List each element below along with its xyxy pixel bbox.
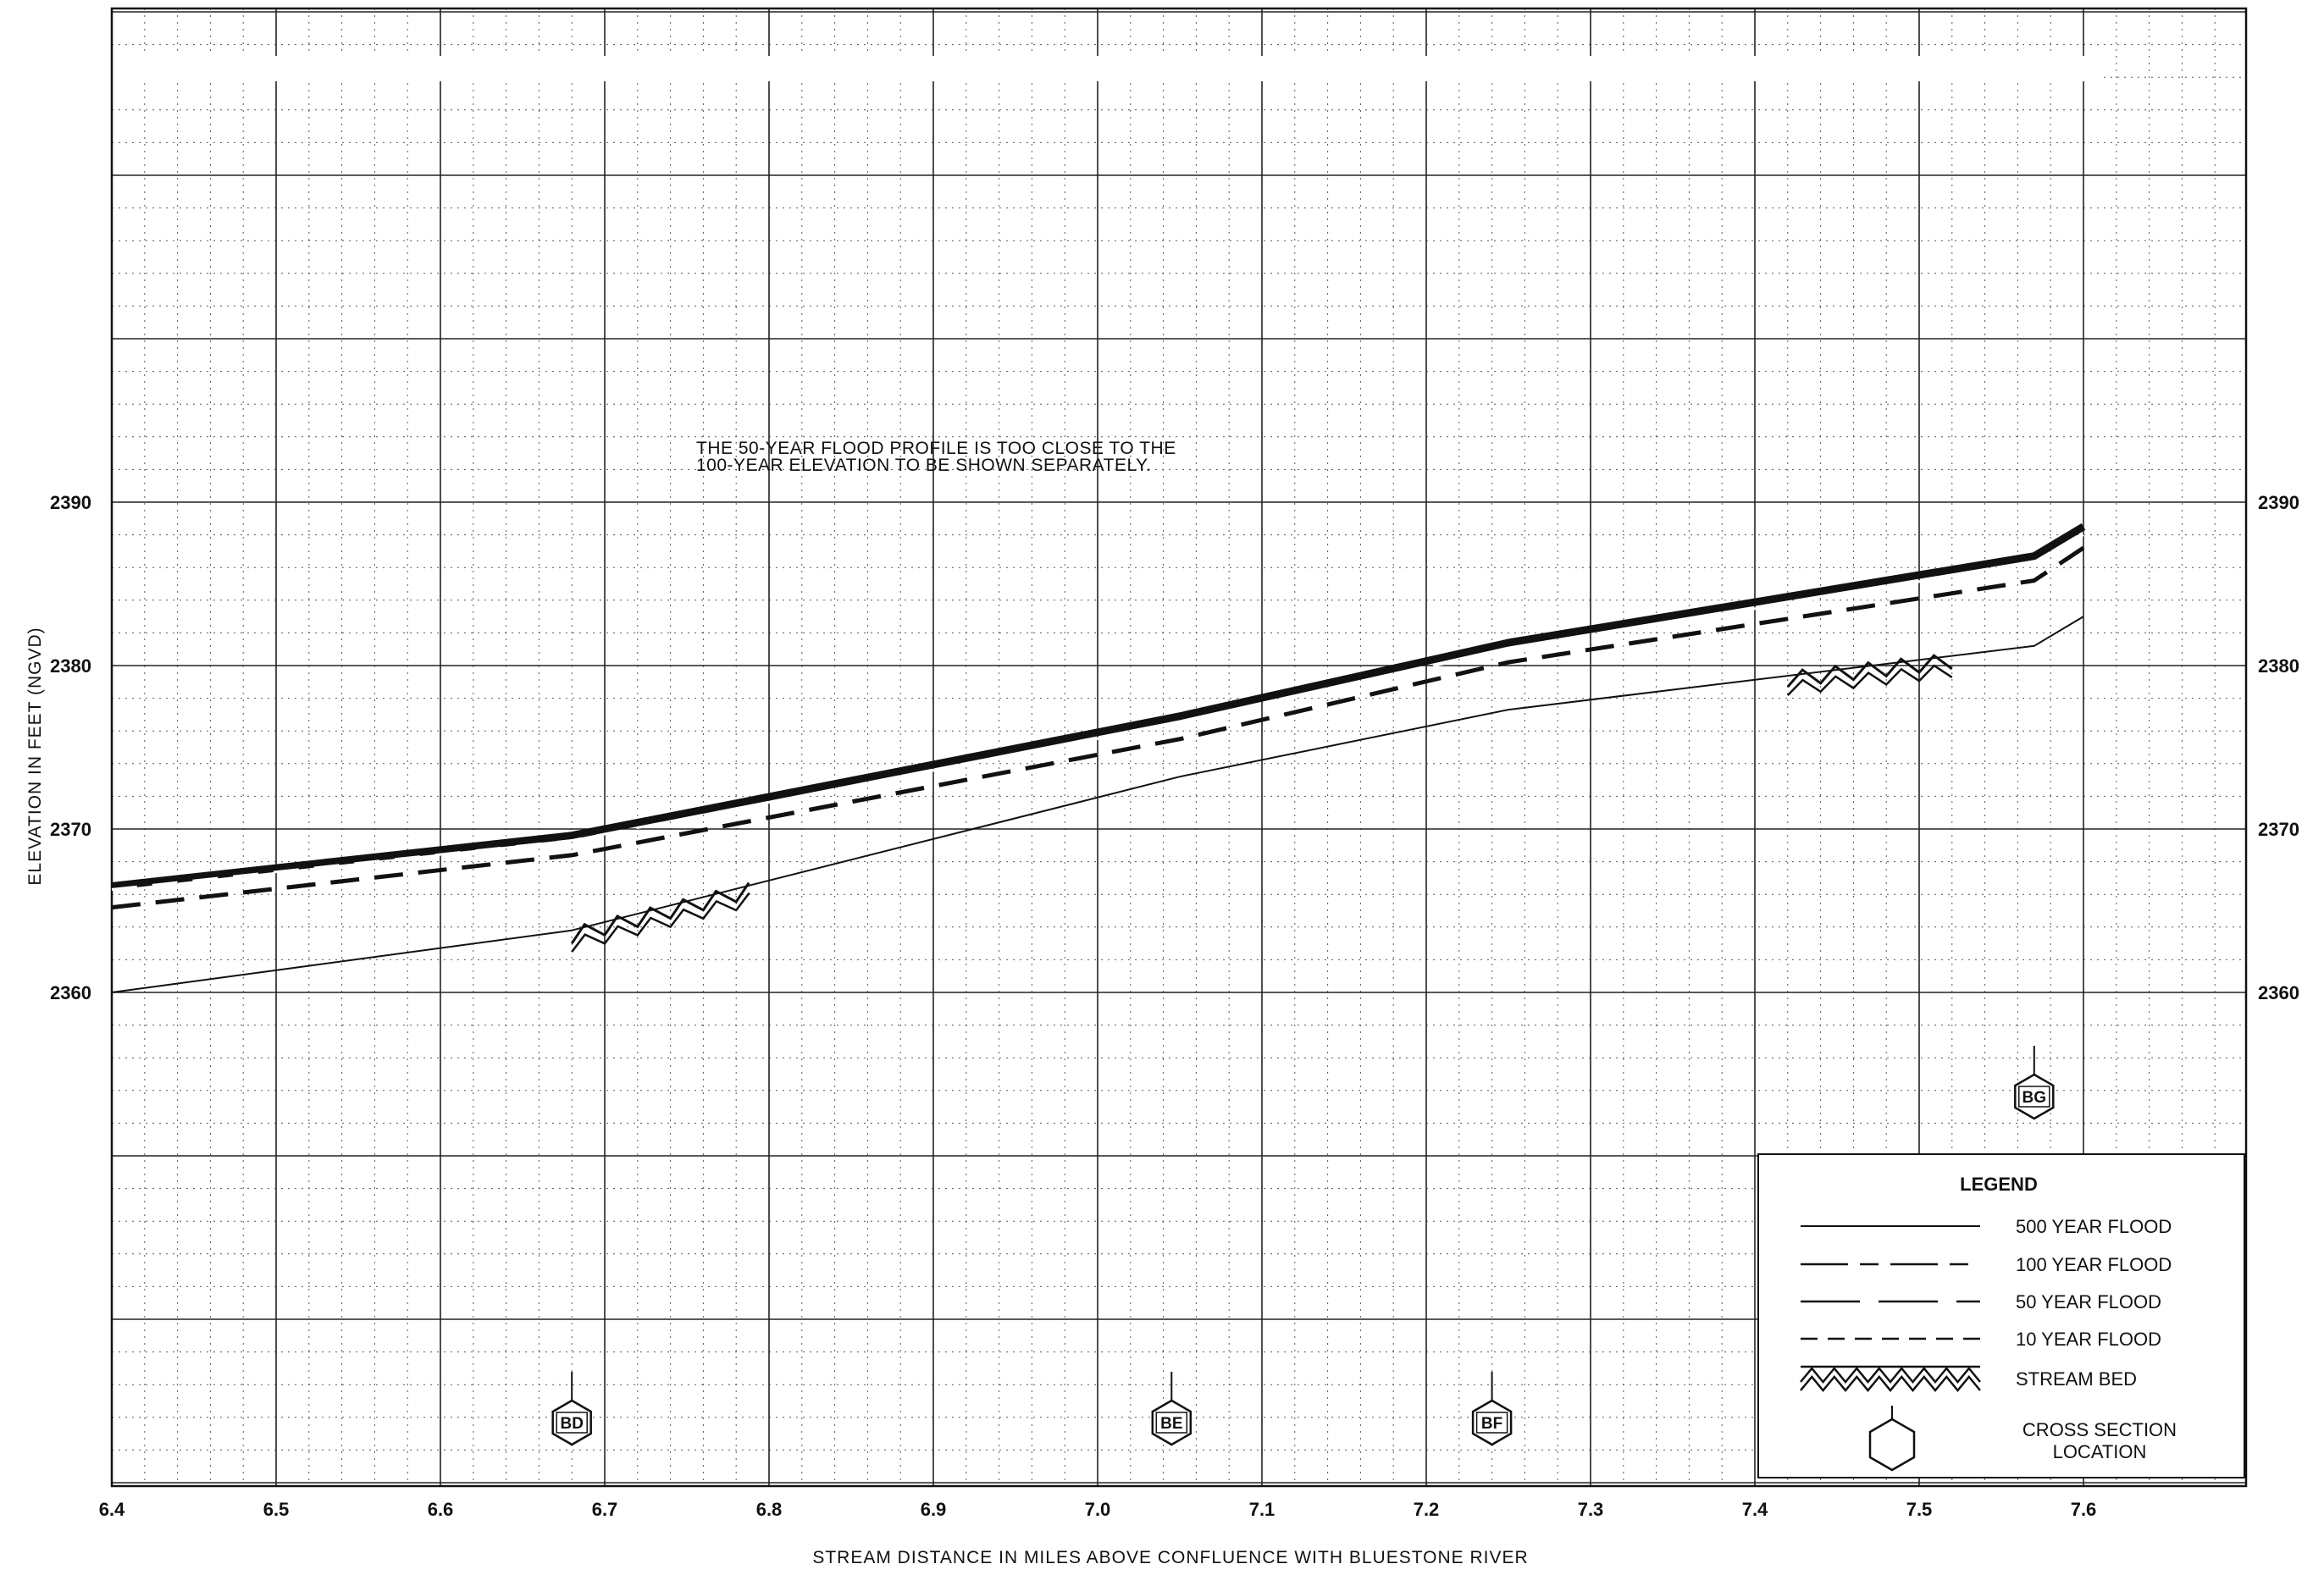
legend-label-bed: STREAM BED xyxy=(2016,1368,2137,1390)
x-tick-label: 6.9 xyxy=(921,1499,947,1520)
cross-section-label: BF xyxy=(1481,1415,1502,1433)
x-tick-label: 7.0 xyxy=(1085,1499,1111,1520)
top-blank-strip xyxy=(112,56,2099,81)
cross-section-hexagon xyxy=(1151,1399,1192,1446)
x-tick-labels: 6.4 6.5 6.6 6.7 6.8 6.9 7.0 7.1 7.2 7.3 7.4 7.5 7.6 xyxy=(99,1499,2097,1520)
series-line-y1 xyxy=(111,616,2084,993)
cross-section-bg: BG xyxy=(2014,1046,2055,1120)
cross-section-be: BE xyxy=(1151,1372,1192,1446)
stream-bed-mark-1 xyxy=(570,881,750,944)
x-tick-label: 6.6 xyxy=(428,1499,454,1520)
cross-section-label-box xyxy=(556,1412,588,1434)
y-tick-label-right: 2390 xyxy=(2258,492,2299,513)
x-axis-title: STREAM DISTANCE IN MILES ABOVE CONFLUENC… xyxy=(812,1548,1528,1567)
cross-section-hexagon xyxy=(551,1399,592,1446)
stream-bed-mark-2 xyxy=(1786,654,1953,688)
x-tick-label: 6.4 xyxy=(99,1499,125,1520)
y-axis-title: ELEVATION IN FEET (NGVD) xyxy=(25,627,45,885)
legend-item-y50: 50 YEAR FLOOD xyxy=(1801,1291,2161,1312)
series-line-y100 xyxy=(111,533,2084,891)
legend: LEGEND 500 YEAR FLOOD 100 YEAR FLOOD 50 YEA… xyxy=(1757,1153,2245,1478)
cross-section-label-box xyxy=(1155,1412,1188,1434)
y-tick-label-left: 2380 xyxy=(50,655,91,677)
legend-swatch-bed xyxy=(1800,1367,1981,1384)
series-line-y500 xyxy=(111,523,2086,890)
cross-section-label: BE xyxy=(1160,1415,1182,1433)
cross-section-label: BG xyxy=(2022,1089,2047,1107)
cross-section-bd: BD xyxy=(551,1372,592,1446)
cross-section-label-box xyxy=(2018,1086,2050,1108)
y-tick-label-right: 2380 xyxy=(2258,655,2299,677)
legend-label-y500: 500 YEAR FLOOD xyxy=(2016,1216,2172,1237)
cross-section-label: BD xyxy=(560,1415,583,1433)
x-tick-label: 6.8 xyxy=(756,1499,783,1520)
legend-box xyxy=(1757,1153,2245,1478)
y-tick-label-left: 2390 xyxy=(50,492,91,513)
legend-label-xsec-2: LOCATION xyxy=(2053,1441,2147,1462)
x-tick-label: 6.7 xyxy=(592,1499,618,1520)
legend-item-y100: 100 YEAR FLOOD xyxy=(1801,1254,2172,1275)
x-tick-label: 7.6 xyxy=(2071,1499,2097,1520)
y-tick-label-right: 2360 xyxy=(2258,982,2299,1003)
plot-frame xyxy=(110,7,2248,1488)
note-line-1: THE 50-YEAR FLOOD PROFILE IS TOO CLOSE T… xyxy=(696,439,1176,458)
y-tick-label-right: 2370 xyxy=(2258,819,2299,840)
x-tick-label: 7.4 xyxy=(1742,1499,1768,1520)
cross-section-bf: BF xyxy=(1471,1372,1513,1446)
legend-label-y100: 100 YEAR FLOOD xyxy=(2016,1254,2172,1275)
cross-section-hexagon xyxy=(2014,1073,2055,1120)
x-tick-label: 7.5 xyxy=(1906,1499,1933,1520)
y-tick-label-left: 2360 xyxy=(50,982,91,1003)
y-tick-label-left: 2370 xyxy=(50,819,91,840)
legend-title: LEGEND xyxy=(1960,1174,2038,1195)
legend-label-xsec-1: CROSS SECTION xyxy=(2022,1419,2177,1440)
stream-bed-marks xyxy=(570,654,1953,953)
stream-bed-mark-1-lower xyxy=(571,892,750,953)
note-line-2: 100-YEAR ELEVATION TO BE SHOWN SEPARATEL… xyxy=(696,456,1151,475)
cross-section-hexagon xyxy=(1471,1399,1513,1446)
y-tick-labels: 2360 2360 2370 2370 2380 2380 2390 2390 xyxy=(50,492,2299,1003)
cross-section-label-box xyxy=(1475,1412,1508,1434)
legend-item-y10: 10 YEAR FLOOD xyxy=(1801,1329,2161,1350)
legend-label-y10: 10 YEAR FLOOD xyxy=(2016,1329,2161,1350)
stream-bed-mark-2-lower xyxy=(1786,664,1953,696)
series-line-y10 xyxy=(111,545,2085,910)
cross-section-markers: BD BE BF BG xyxy=(551,1046,2055,1446)
x-tick-label: 6.5 xyxy=(263,1499,290,1520)
legend-item-bed: STREAM BED xyxy=(1800,1365,2137,1392)
annotation-note: THE 50-YEAR FLOOD PROFILE IS TOO CLOSE T… xyxy=(696,439,1176,475)
x-tick-label: 7.1 xyxy=(1249,1499,1275,1520)
legend-label-y50: 50 YEAR FLOOD xyxy=(2016,1291,2161,1312)
legend-swatch-bed-lower xyxy=(1800,1375,1981,1392)
legend-item-y500: 500 YEAR FLOOD xyxy=(1801,1216,2172,1237)
series-lines xyxy=(111,523,2086,993)
x-tick-label: 7.2 xyxy=(1414,1499,1440,1520)
x-tick-label: 7.3 xyxy=(1578,1499,1604,1520)
legend-swatch-xsec xyxy=(1868,1418,1916,1472)
